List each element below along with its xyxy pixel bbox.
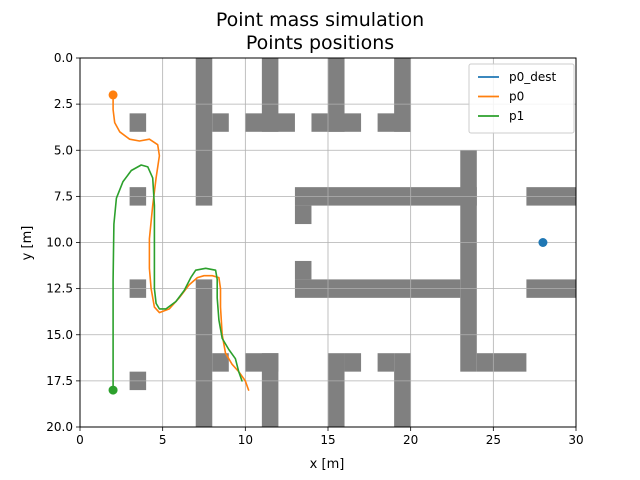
obstacle-21 [212,353,229,372]
series-line-p1 [112,164,243,391]
obstacle-7 [377,113,411,132]
x-tick-label-5: 25 [486,433,501,447]
legend-label-p1: p1 [509,109,524,123]
x-axis-ticks: 0 5 10 15 20 25 30 [76,427,584,447]
y-tick-label-1: 2.5 [54,97,73,111]
series-marker-p0 [108,90,118,100]
legend-label-p0_dest: p0_dest [509,70,557,84]
y-tick-label-2: 5.0 [54,143,73,157]
obstacle-23 [245,353,279,372]
y-tick-label-7: 17.5 [46,374,73,388]
obstacle-26 [394,353,411,427]
series-layer [108,90,548,395]
y-axis-ticks: 0.0 2.5 5.0 7.5 10.0 12.5 15.0 17.5 20.0 [46,51,80,434]
x-tick-label-4: 20 [403,433,418,447]
obstacle-19 [476,353,527,372]
x-tick-label-1: 5 [159,433,167,447]
series-marker-p1 [108,385,118,395]
series-marker-p0_dest [538,238,548,247]
obstacle-20 [195,279,213,427]
chart-title: Point mass simulation [216,9,424,31]
x-tick-label-6: 30 [568,433,583,447]
y-axis-label: y [m] [20,226,35,261]
obstacle-3 [245,113,295,132]
obstacle-8 [129,113,147,132]
y-tick-label-8: 20.0 [46,420,73,434]
y-tick-label-4: 10.0 [46,236,73,250]
obstacle-13 [294,205,312,225]
obstacle-14 [460,150,477,372]
obstacle-0 [195,58,213,206]
x-axis-label: x [m] [310,457,345,472]
x-tick-label-0: 0 [76,433,84,447]
legend: p0_dest p0 p1 [468,63,575,134]
chart-subtitle: Points positions [246,32,394,54]
obstacle-24 [328,353,345,427]
obstacle-1 [212,113,229,132]
y-tick-label-5: 12.5 [46,282,73,296]
legend-label-p0: p0 [509,90,524,104]
y-tick-label-3: 7.5 [54,189,73,203]
x-tick-label-3: 15 [320,433,335,447]
y-tick-label-6: 15.0 [46,328,73,342]
obstacle-25 [344,353,362,372]
obstacle-16 [294,260,312,280]
obstacle-5 [311,113,362,132]
y-tick-label-0: 0.0 [54,51,73,65]
obstacle-27 [377,353,395,372]
x-tick-label-2: 10 [238,433,253,447]
